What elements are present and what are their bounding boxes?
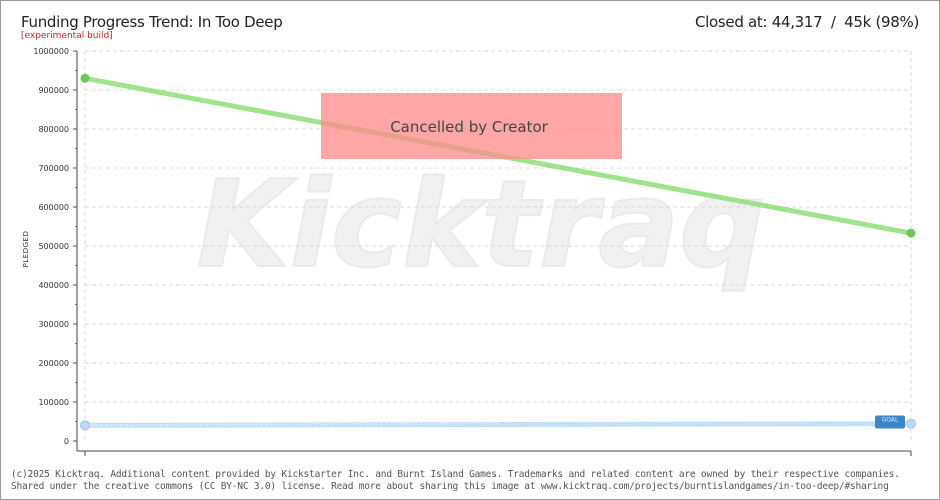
y-tick-label: 800000 — [38, 125, 69, 134]
goal-marker — [875, 415, 905, 429]
y-tick-label: 0 — [64, 437, 69, 446]
kicktraq-watermark: Kicktraq — [197, 156, 765, 295]
cancelled-box — [321, 93, 622, 159]
cancelled-label: Cancelled by Creator — [390, 118, 548, 136]
progress-point — [80, 420, 90, 431]
y-tick-label: 300000 — [38, 320, 69, 329]
y-tick-label: 900000 — [38, 86, 69, 95]
status-label: Closed at: — [694, 13, 768, 31]
progress-point — [906, 418, 916, 429]
y-tick-label: 1000000 — [33, 47, 69, 56]
footer: (c)2025 Kicktraq. Additional content pro… — [11, 469, 900, 493]
status-separator: / — [830, 13, 836, 31]
y-tick-label: 200000 — [38, 359, 69, 368]
y-tick-label: 600000 — [38, 203, 69, 212]
y-tick-label: 500000 — [38, 242, 69, 251]
annotation-layer: Cancelled by Creator — [321, 93, 622, 159]
axis-layer: 0 100000 200000 300000 400000 500000 600000 700… — [33, 47, 912, 456]
progress-projection-line — [84, 422, 499, 427]
trend-point — [906, 228, 916, 238]
y-tick-label: 100000 — [38, 398, 69, 407]
progress-line — [82, 421, 914, 428]
goal-label: GOAL — [882, 416, 899, 423]
y-axis-title: PLEDGED — [22, 231, 30, 268]
chart-title: Funding Progress Trend: In Too Deep — [21, 13, 283, 31]
funding-status: Closed at: 44,317 / 45k (98%) — [695, 13, 919, 31]
trend-point — [80, 73, 90, 83]
status-goal: 45k (98%) — [844, 13, 919, 31]
build-label: [experimental build] — [21, 31, 113, 41]
footer-copyright: (c)2025 Kicktraq. Additional content pro… — [11, 469, 900, 480]
y-tick-label: 700000 — [38, 164, 69, 173]
footer-license: Shared under the creative commons (CC BY… — [11, 481, 889, 492]
status-pledged: 44,317 — [771, 13, 823, 31]
y-tick-label: 400000 — [38, 281, 69, 290]
